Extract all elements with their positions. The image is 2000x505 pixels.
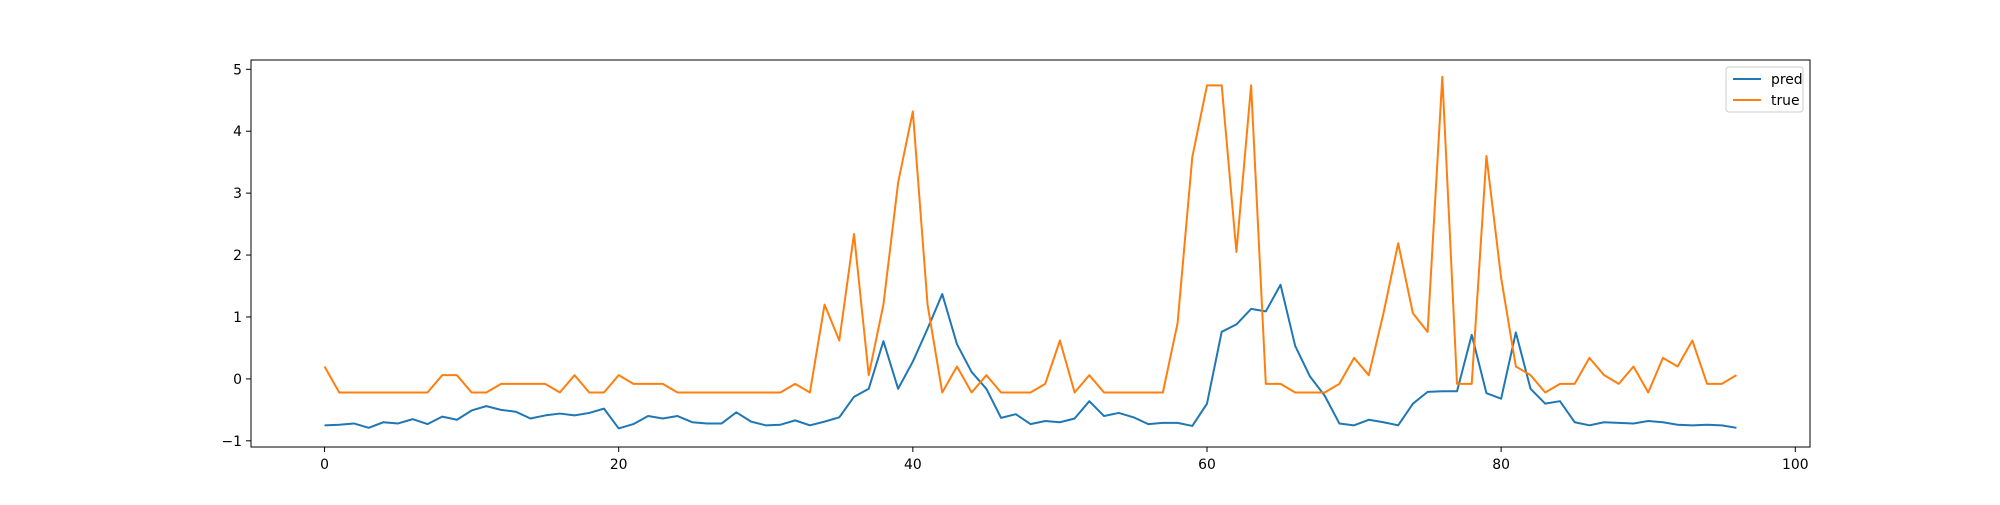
y-tick-label: 2	[233, 248, 242, 264]
x-tick-label: 80	[1492, 457, 1510, 473]
y-tick-label: 1	[233, 310, 242, 326]
y-axis: −1 0 1 2 3 4 5	[222, 62, 251, 450]
series-line-true	[323, 75, 1737, 394]
series-layer	[323, 75, 1737, 430]
legend-label-true: true	[1771, 93, 1800, 109]
legend: pred true	[1725, 66, 1804, 113]
x-tick-label: 60	[1198, 457, 1216, 473]
y-tick-label: −1	[222, 434, 242, 450]
y-tick-label: 3	[233, 186, 242, 202]
y-tick-label: 0	[233, 372, 242, 388]
series-line-pred	[324, 283, 1737, 430]
x-tick-label: 100	[1782, 457, 1809, 473]
y-tick-label: 5	[233, 62, 242, 78]
axes-frame	[250, 59, 1811, 448]
x-tick-label: 20	[610, 457, 628, 473]
x-tick-label: 40	[904, 457, 922, 473]
y-tick-label: 4	[233, 124, 242, 140]
x-axis: 0 20 40 60 80 100	[320, 447, 1809, 473]
x-tick-label: 0	[320, 457, 329, 473]
legend-label-pred: pred	[1771, 72, 1803, 88]
